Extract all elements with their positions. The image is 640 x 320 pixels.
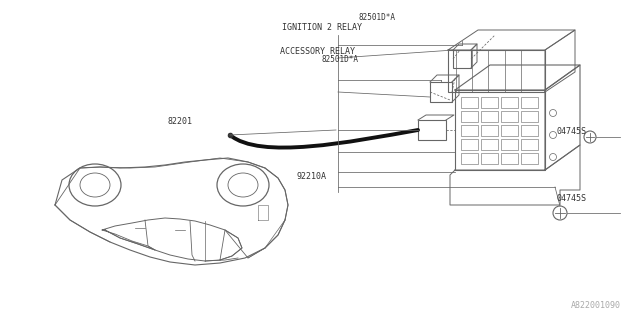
Bar [461, 153, 478, 164]
Bar [501, 111, 518, 122]
Bar [461, 111, 478, 122]
Text: 04745S: 04745S [557, 194, 587, 203]
Bar [448, 50, 545, 92]
Text: 82501D*A: 82501D*A [321, 55, 358, 64]
Bar [481, 153, 498, 164]
Bar [461, 139, 478, 150]
Bar [521, 125, 538, 136]
Text: 92210A: 92210A [296, 172, 326, 180]
Bar [430, 82, 452, 102]
Bar [481, 97, 498, 108]
Bar [501, 153, 518, 164]
Bar [501, 139, 518, 150]
Bar [501, 97, 518, 108]
Text: 04745S: 04745S [557, 127, 587, 136]
Bar [521, 97, 538, 108]
Bar [461, 97, 478, 108]
Bar [521, 153, 538, 164]
Bar [461, 125, 478, 136]
Bar [501, 125, 518, 136]
Text: 82201: 82201 [167, 117, 192, 126]
Bar [481, 139, 498, 150]
Text: ACCESSORY RELAY: ACCESSORY RELAY [280, 47, 355, 56]
Text: 82501D*A: 82501D*A [358, 13, 396, 22]
Bar [418, 120, 446, 140]
Bar [521, 139, 538, 150]
Bar [455, 90, 545, 170]
Text: A822001090: A822001090 [571, 301, 621, 310]
Bar [481, 111, 498, 122]
Bar [453, 50, 471, 68]
Bar [481, 125, 498, 136]
Text: IGNITION 2 RELAY: IGNITION 2 RELAY [282, 23, 362, 32]
Bar [521, 111, 538, 122]
